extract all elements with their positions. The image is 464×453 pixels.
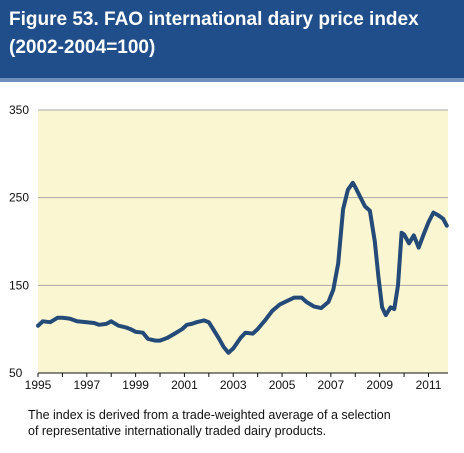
- price-index-chart: 50 150 250 350 1995 1997 1999 2001 2003 2005 2007…: [9, 103, 449, 392]
- plot-background: [38, 110, 448, 373]
- y-tick-label-50: 50: [9, 366, 23, 380]
- figure-header: Figure 53. FAO international dairy price…: [0, 0, 464, 82]
- y-tick-label-350: 350: [9, 103, 29, 117]
- x-tick-label-2007: 2007: [318, 378, 345, 392]
- x-tick-label-2009: 2009: [366, 378, 393, 392]
- figure-caption: The index is derived from a trade-weight…: [28, 407, 458, 439]
- x-tick-label-2001: 2001: [171, 378, 198, 392]
- y-tick-label-150: 150: [9, 278, 29, 292]
- caption-line-1: The index is derived from a trade-weight…: [28, 408, 391, 422]
- y-axis-ticks: 50 150 250 350: [9, 103, 29, 380]
- x-tick-label-1995: 1995: [25, 378, 52, 392]
- series-line-dairy-index: [36, 180, 449, 355]
- caption-line-2: of representative internationally traded…: [28, 424, 327, 438]
- x-tick-label-2011: 2011: [416, 378, 442, 392]
- x-tick-label-2005: 2005: [269, 378, 296, 392]
- x-tick-label-2003: 2003: [220, 378, 247, 392]
- figure-subtitle: (2002-2004=100): [9, 37, 156, 58]
- x-tick-label-1999: 1999: [122, 378, 149, 392]
- x-axis: 1995 1997 1999 2001 2003 2005 2007 2009 2011: [25, 372, 448, 392]
- figure-title: Figure 53. FAO international dairy price…: [9, 9, 419, 30]
- x-tick-label-1997: 1997: [73, 378, 100, 392]
- y-tick-label-250: 250: [9, 191, 29, 205]
